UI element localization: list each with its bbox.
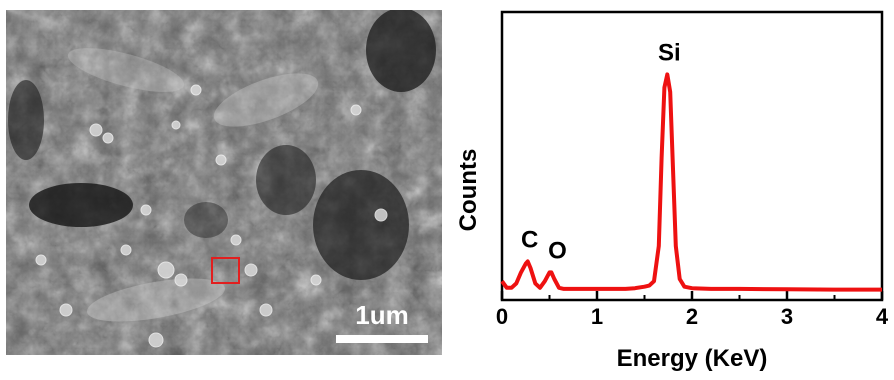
sem-texture xyxy=(6,10,442,355)
x-tick-label-3: 3 xyxy=(781,304,793,329)
x-tick-label-1: 1 xyxy=(591,304,603,329)
x-axis-label: Energy (KeV) xyxy=(617,345,768,372)
eds-spectrum-chart: 0 1 2 3 4 C O Si Energy (KeV) Counts xyxy=(446,0,894,380)
peak-label-c: C xyxy=(521,226,538,253)
x-tick-label-2: 2 xyxy=(686,304,698,329)
peak-label-o: O xyxy=(548,237,567,264)
scale-bar-label: 1um xyxy=(355,300,409,330)
peak-label-si: Si xyxy=(658,39,681,66)
spectrum-line xyxy=(500,72,882,292)
sem-micrograph xyxy=(6,10,442,355)
y-axis-label: Counts xyxy=(455,149,482,232)
region-of-interest-box xyxy=(211,257,240,284)
x-tick-label-0: 0 xyxy=(496,304,508,329)
x-tick-label-4: 4 xyxy=(876,304,889,329)
scale-bar xyxy=(336,335,428,343)
